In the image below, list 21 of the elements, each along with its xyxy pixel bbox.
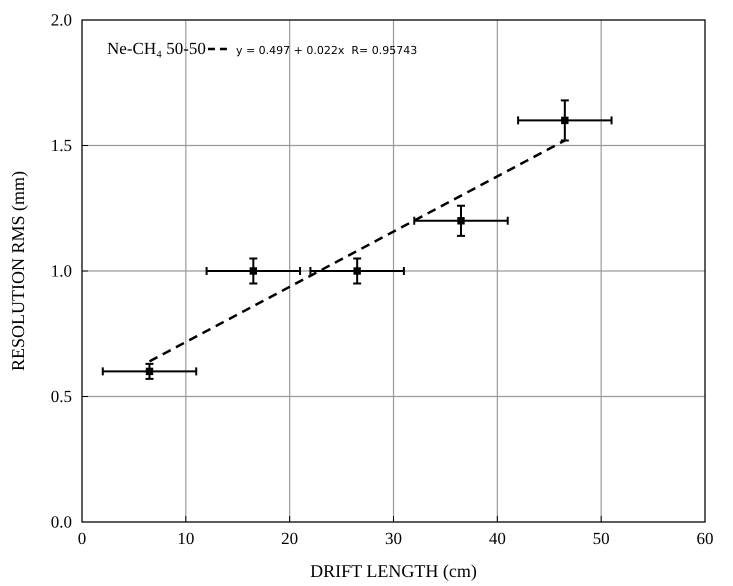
x-tick-label: 0 — [78, 529, 86, 548]
y-tick-label: 0.0 — [50, 512, 72, 532]
y-tick-label: 0.5 — [50, 386, 72, 406]
x-axis-title: DRIFT LENGTH (cm) — [310, 561, 477, 581]
point — [457, 217, 465, 225]
y-tick-label: 2.0 — [50, 10, 72, 30]
point — [353, 267, 361, 275]
x-tick-label: 20 — [281, 529, 298, 548]
legend-title: Ne-CH₄ 50-50 — [107, 39, 206, 58]
x-tick-label: 40 — [488, 529, 506, 548]
legend-label: y = 0.497 + 0.022x R= 0.95743 — [236, 44, 418, 57]
y-tick-label: 1.0 — [50, 261, 72, 280]
y-axis-title: RESOLUTION RMS (mm) — [8, 170, 28, 372]
x-tick-label: 30 — [385, 529, 402, 548]
y-tick-label: 1.5 — [50, 136, 72, 155]
point — [146, 368, 154, 376]
x-tick-label: 10 — [177, 529, 194, 548]
x-tick-label: 60 — [696, 529, 714, 548]
point — [250, 267, 258, 275]
point — [561, 116, 569, 124]
x-tick-label: 50 — [592, 529, 610, 548]
